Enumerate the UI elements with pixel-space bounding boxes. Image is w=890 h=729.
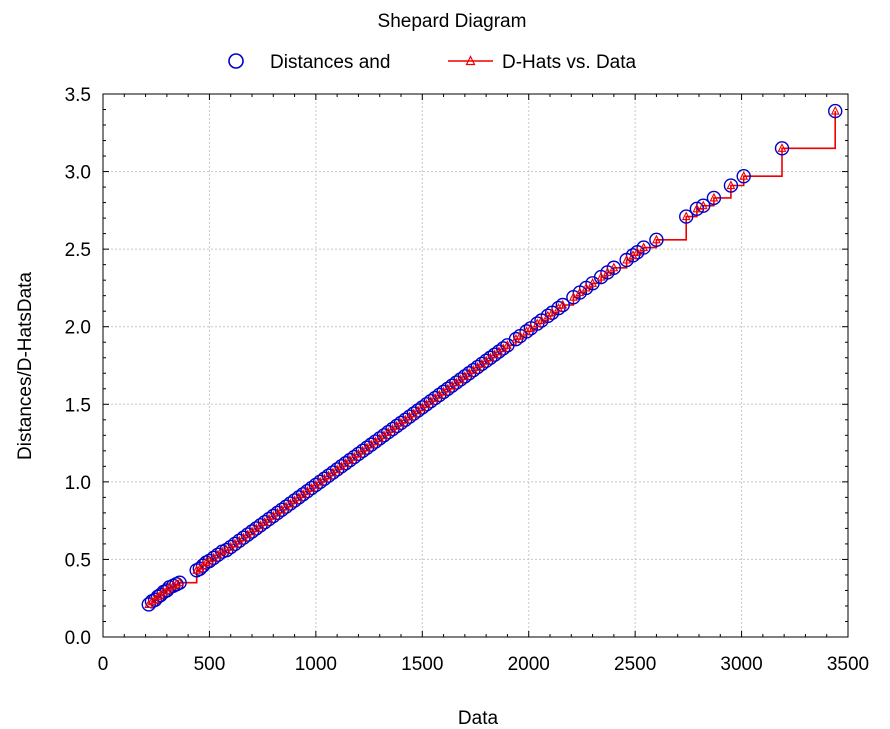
x-tick-label: 1000: [295, 654, 337, 675]
y-tick-label: 2.0: [65, 318, 91, 339]
x-axis-label: Data: [458, 708, 499, 729]
dhat-point: [588, 278, 597, 287]
dhat-point: [201, 557, 211, 567]
dhat-point: [569, 292, 578, 301]
dhat-point: [558, 299, 568, 309]
dhat-point: [515, 330, 525, 340]
x-axis-ticks: 0 500 1000 1500 2000 2500 3000 3500: [98, 94, 869, 675]
distance-point: [679, 209, 694, 224]
distance-point: [706, 190, 722, 206]
plot-area-frame: [102, 93, 849, 638]
dhat-point: [726, 180, 736, 190]
dhat-point: [581, 282, 591, 292]
dhat-point: [537, 315, 546, 325]
dhat-point: [622, 254, 632, 264]
dhat-point: [830, 105, 840, 115]
x-tick-label: 2500: [614, 654, 656, 675]
dhat-point: [147, 596, 157, 605]
dhat-point: [175, 577, 185, 587]
y-tick-label: 2.5: [65, 240, 91, 261]
legend-triangle-marker: [465, 55, 476, 66]
dhat-point: [575, 287, 585, 297]
x-tick-label: 3000: [720, 654, 762, 675]
legend-label-dhats: D-Hats vs. Data: [502, 52, 637, 73]
legend-circle-marker: [228, 53, 244, 69]
dhat-point: [777, 143, 787, 152]
dhat-point: [739, 170, 749, 180]
y-axis-ticks: 0.0 0.5 1.0 1.5 2.0 2.5 3.0 3.5: [65, 85, 848, 649]
x-tick-label: 3500: [827, 654, 869, 675]
dhat-point: [709, 192, 719, 202]
dhat-point: [698, 200, 708, 210]
y-tick-label: 3.0: [65, 163, 91, 184]
distance-point: [828, 103, 843, 119]
legend: Distances and D-Hats vs. Data: [228, 52, 637, 73]
y-tick-label: 1.0: [65, 473, 91, 494]
dhat-point: [681, 211, 691, 221]
dhat-point: [192, 565, 202, 574]
y-tick-label: 3.5: [65, 85, 91, 106]
chart-title: Shepard Diagram: [378, 11, 527, 32]
y-tick-label: 1.5: [65, 395, 91, 416]
distance-point: [649, 232, 664, 248]
x-tick-label: 2000: [508, 654, 550, 675]
distance-point: [736, 169, 751, 184]
dhat-point: [503, 340, 512, 349]
dhat-point: [652, 234, 661, 244]
legend-label-distances: Distances and: [270, 52, 390, 73]
dhat-point: [692, 203, 702, 213]
dhat-point: [159, 586, 169, 596]
dhat-point: [168, 580, 178, 590]
distance-point: [723, 178, 739, 193]
dhat-point: [526, 323, 536, 332]
gridlines: [103, 94, 848, 637]
dhat-point: [547, 307, 557, 317]
dhat-point: [632, 247, 642, 256]
dhat-point: [596, 271, 606, 281]
dhat-point: [639, 242, 649, 252]
y-axis-label: Distances/D-HatsData: [15, 272, 36, 460]
dhat-point: [603, 267, 612, 276]
dhat-point: [153, 591, 163, 601]
dhat-point: [609, 262, 619, 272]
y-tick-label: 0.0: [65, 628, 91, 649]
x-tick-label: 1500: [401, 654, 443, 675]
distance-point: [774, 141, 790, 156]
y-tick-label: 0.5: [65, 550, 91, 571]
series-layer: [141, 103, 843, 612]
x-tick-label: 0: [98, 654, 109, 675]
x-tick-label: 500: [194, 654, 226, 675]
dhat-point: [172, 579, 181, 588]
